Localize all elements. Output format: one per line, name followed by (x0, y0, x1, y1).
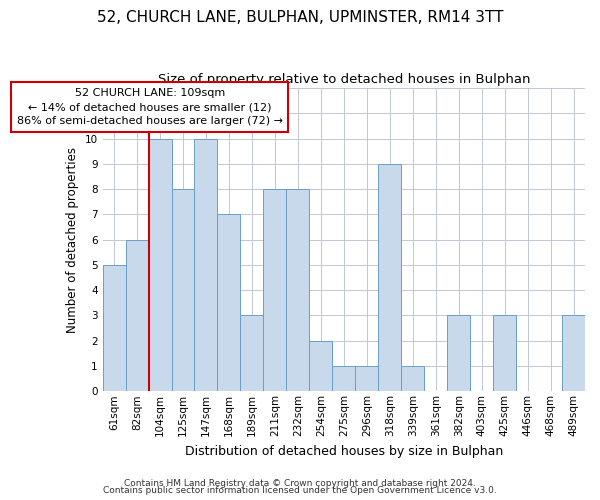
Bar (172, 189, 194, 392)
Bar (194, 138, 217, 392)
Bar (217, 214, 241, 392)
Bar (401, 366, 424, 392)
Bar (493, 316, 516, 392)
Bar (310, 340, 332, 392)
X-axis label: Distribution of detached houses by size in Bulphan: Distribution of detached houses by size … (185, 444, 503, 458)
Bar (355, 366, 378, 392)
Y-axis label: Number of detached properties: Number of detached properties (66, 146, 79, 332)
Bar (149, 138, 172, 392)
Bar (103, 265, 125, 392)
Bar (447, 316, 470, 392)
Bar (241, 316, 263, 392)
Title: Size of property relative to detached houses in Bulphan: Size of property relative to detached ho… (158, 72, 530, 86)
Bar (378, 164, 401, 392)
Text: Contains public sector information licensed under the Open Government Licence v3: Contains public sector information licen… (103, 486, 497, 495)
Bar (562, 316, 585, 392)
Bar (263, 189, 286, 392)
Text: 52, CHURCH LANE, BULPHAN, UPMINSTER, RM14 3TT: 52, CHURCH LANE, BULPHAN, UPMINSTER, RM1… (97, 10, 503, 25)
Bar (125, 240, 149, 392)
Text: 52 CHURCH LANE: 109sqm
← 14% of detached houses are smaller (12)
86% of semi-det: 52 CHURCH LANE: 109sqm ← 14% of detached… (17, 88, 283, 126)
Text: Contains HM Land Registry data © Crown copyright and database right 2024.: Contains HM Land Registry data © Crown c… (124, 478, 476, 488)
Bar (332, 366, 355, 392)
Bar (286, 189, 310, 392)
